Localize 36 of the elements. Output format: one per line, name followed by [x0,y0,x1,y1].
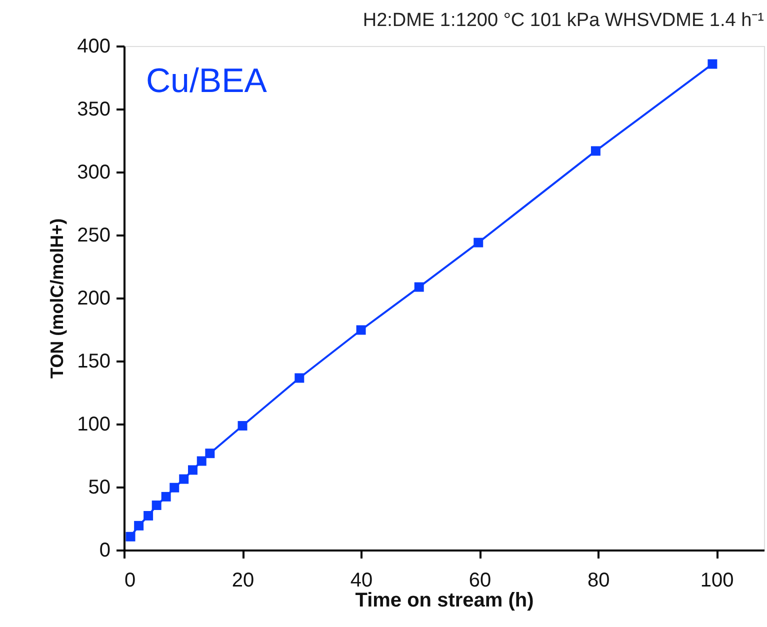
point [126,532,136,542]
point [356,325,366,335]
x-tick-label: 20 [232,570,254,592]
point [474,238,484,248]
x-tick-label: 0 [124,570,136,592]
x-tick-label: 40 [350,570,373,592]
point [144,510,154,520]
point [179,474,189,484]
y-tick-label: 100 [77,414,110,436]
y-tick-label: 350 [77,98,110,120]
point [708,59,718,69]
chart-title: H2:DME 1:1200 °C 101 kPa WHSVDME 1.4 h⁻¹ [362,10,764,31]
point [294,373,304,383]
point [188,465,198,475]
point [238,421,248,431]
point [152,500,162,510]
x-tick-label: 100 [700,570,734,592]
y-axis-title: TON (molC/molH+) [47,218,68,379]
y-tick-label: 150 [77,350,110,372]
y-tick-label: 200 [77,288,110,310]
y-tick-label: 300 [77,162,110,184]
point [196,456,206,466]
point [205,448,215,458]
x-tick-label: 80 [587,570,610,592]
y-tick-label: 400 [77,36,110,58]
y-tick-label: 50 [88,476,110,498]
y-tick-label: 0 [99,540,110,562]
point [590,146,600,156]
y-tick-label: 250 [77,224,110,246]
point [134,520,144,530]
point [170,482,180,492]
x-axis-title: Time on stream (h) [355,590,534,612]
point [414,282,424,292]
x-tick-label: 60 [468,570,492,592]
point [161,492,171,502]
text: Cu/BEA [146,62,268,100]
